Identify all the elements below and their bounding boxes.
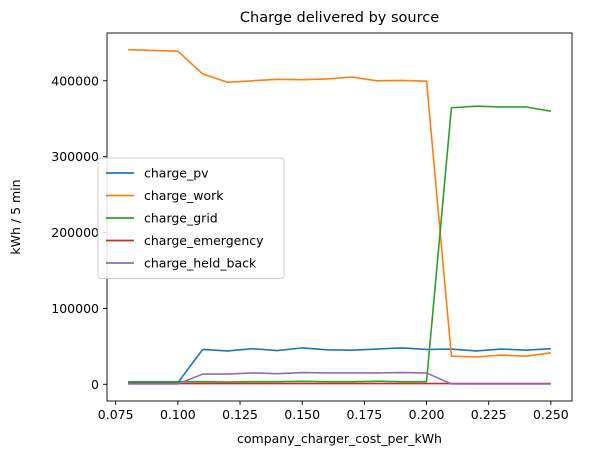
legend-label: charge_grid bbox=[144, 211, 218, 226]
series-line-charge_work bbox=[128, 48, 551, 358]
chart-title: Charge delivered by source bbox=[240, 10, 439, 26]
legend-label: charge_work bbox=[144, 188, 224, 203]
y-axis: 0 100000 200000 300000 400000 bbox=[51, 73, 107, 392]
x-tick-label: 0.150 bbox=[284, 407, 320, 422]
legend: charge_pv charge_work charge_grid charge_em… bbox=[97, 157, 285, 279]
legend-label: charge_emergency bbox=[144, 233, 264, 248]
y-tick-label: 0 bbox=[91, 377, 99, 392]
y-axis-label: kWh / 5 min bbox=[8, 179, 23, 254]
x-tick-label: 0.075 bbox=[98, 407, 134, 422]
legend-label: charge_pv bbox=[144, 166, 209, 181]
x-tick-label: 0.250 bbox=[533, 407, 569, 422]
y-tick-label: 100000 bbox=[51, 301, 99, 316]
legend-box bbox=[97, 157, 285, 279]
x-tick-label: 0.125 bbox=[222, 407, 258, 422]
y-tick-label: 200000 bbox=[51, 225, 99, 240]
legend-label: charge_held_back bbox=[144, 256, 257, 271]
plot-lines bbox=[128, 48, 551, 385]
x-tick-label: 0.225 bbox=[471, 407, 507, 422]
x-axis-label: company_charger_cost_per_kWh bbox=[237, 431, 442, 446]
x-tick-label: 0.200 bbox=[409, 407, 445, 422]
x-axis: 0.075 0.100 0.125 0.150 0.175 0.200 0.225 0.250 bbox=[98, 401, 569, 422]
y-tick-label: 400000 bbox=[51, 73, 99, 88]
x-tick-label: 0.175 bbox=[346, 407, 382, 422]
series-line-charge_grid bbox=[128, 105, 551, 383]
series-line-charge_held_back bbox=[128, 371, 551, 385]
x-tick-label: 0.100 bbox=[160, 407, 196, 422]
series-line-charge_pv bbox=[128, 347, 551, 384]
y-tick-label: 300000 bbox=[51, 149, 99, 164]
